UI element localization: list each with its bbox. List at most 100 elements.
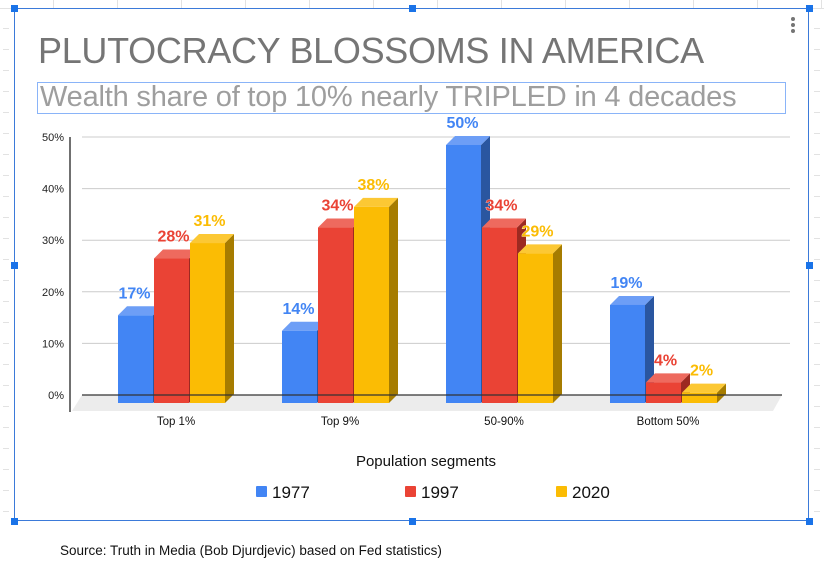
y-tick-label: 50%: [42, 132, 64, 144]
legend-swatch: [556, 486, 567, 497]
spreadsheet-row-divider: [814, 112, 820, 113]
spreadsheet-column-divider: [181, 0, 182, 8]
bar-front: [518, 253, 553, 403]
data-label: 14%: [282, 301, 314, 318]
spreadsheet-row-divider: [814, 175, 820, 176]
spreadsheet-column-divider: [309, 0, 310, 8]
spreadsheet-row-divider: [814, 511, 820, 512]
spreadsheet-row-divider: [3, 427, 9, 428]
bar-side: [389, 197, 398, 403]
x-tick-labels: Top 1% Top 9% 50-90% Bottom 50%: [157, 416, 700, 428]
y-tick-label: 40%: [42, 184, 64, 196]
spreadsheet-row-divider: [814, 28, 820, 29]
spreadsheet-column-divider: [821, 0, 822, 8]
spreadsheet-column-divider: [245, 0, 246, 8]
bar-top: [682, 383, 726, 393]
resize-handle-top-left[interactable]: [11, 5, 18, 12]
data-label: 28%: [157, 229, 189, 246]
spreadsheet-row-divider: [814, 322, 820, 323]
legend-swatch: [256, 486, 267, 497]
bar-side: [225, 234, 234, 403]
spreadsheet-row-divider: [3, 406, 9, 407]
bar-front: [154, 258, 189, 403]
data-label: 34%: [321, 198, 353, 215]
bar-top: [282, 321, 326, 331]
spreadsheet-row-divider: [3, 448, 9, 449]
resize-handle-top-right[interactable]: [806, 5, 813, 12]
spreadsheet-row-divider: [814, 259, 820, 260]
data-label: 17%: [118, 285, 150, 302]
bar-side: [645, 295, 654, 403]
spreadsheet-row-divider: [3, 301, 9, 302]
bar-front: [282, 330, 317, 403]
bar-front: [354, 206, 389, 403]
resize-handle-top-center[interactable]: [409, 5, 416, 12]
data-label: 31%: [193, 213, 225, 230]
spreadsheet-row-divider: [3, 112, 9, 113]
chart-title: PLUTOCRACY BLOSSOMS IN AMERICA: [38, 30, 704, 71]
bar-top: [354, 197, 398, 207]
spreadsheet-row-divider: [3, 70, 9, 71]
bar-front: [446, 145, 481, 403]
legend-swatch: [405, 486, 416, 497]
chart-subtitle: Wealth share of top 10% nearly TRIPLED i…: [40, 81, 737, 113]
y-tick-label: 20%: [42, 287, 64, 299]
bar-2020-top-9-: [354, 197, 398, 403]
spreadsheet-column-divider: [693, 0, 694, 8]
resize-handle-bottom-left[interactable]: [11, 518, 18, 525]
bar-2020-top-1-: [190, 234, 234, 403]
bar-front: [646, 382, 681, 403]
spreadsheet-row-divider: [814, 217, 820, 218]
legend-label: 1977: [272, 483, 310, 502]
legend-label: 1997: [421, 483, 459, 502]
bar-top: [610, 295, 654, 305]
x-tick-label: Bottom 50%: [637, 416, 700, 428]
y-tick-label: 10%: [42, 338, 64, 350]
spreadsheet-row-divider: [3, 259, 9, 260]
bar-1977-bottom-50-: [610, 295, 654, 403]
resize-handle-bottom-center[interactable]: [409, 518, 416, 525]
data-labels: 17%28%31%14%34%38%50%34%29%19%4%2%: [118, 115, 713, 380]
bar-front: [190, 243, 225, 403]
subtitle-selection-box[interactable]: [37, 82, 786, 114]
x-axis-label: Population segments: [356, 453, 496, 470]
bar-2020-bottom-50-: [682, 383, 726, 403]
data-label: 29%: [521, 223, 553, 240]
spreadsheet-row-divider: [814, 343, 820, 344]
resize-handle-middle-right[interactable]: [806, 262, 813, 269]
resize-handle-middle-left[interactable]: [11, 262, 18, 269]
bar-side: [553, 244, 562, 403]
bar-top: [646, 373, 690, 383]
spreadsheet-row-divider: [3, 469, 9, 470]
spreadsheet-row-divider: [814, 469, 820, 470]
bar-top: [118, 306, 162, 316]
spreadsheet-row-divider: [814, 133, 820, 134]
floor-plane: [72, 395, 782, 411]
spreadsheet-column-divider: [53, 0, 54, 8]
spreadsheet-row-divider: [814, 364, 820, 365]
resize-handle-bottom-right[interactable]: [806, 518, 813, 525]
bar-top: [518, 244, 562, 254]
spreadsheet-column-divider: [373, 0, 374, 8]
spreadsheet-row-divider: [3, 196, 9, 197]
bar-1997-top-9-: [318, 218, 362, 403]
bar-front: [610, 304, 645, 403]
spreadsheet-column-divider: [501, 0, 502, 8]
bar-top: [154, 249, 198, 259]
spreadsheet-row-divider: [3, 490, 9, 491]
x-tick-label: Top 1%: [157, 416, 195, 428]
bar-1997-bottom-50-: [646, 373, 690, 403]
data-label: 38%: [357, 177, 389, 194]
spreadsheet-row-divider: [3, 511, 9, 512]
kebab-menu-icon[interactable]: [790, 17, 796, 35]
spreadsheet-row-divider: [814, 91, 820, 92]
spreadsheet-row-divider: [3, 133, 9, 134]
x-tick-label: 50-90%: [484, 416, 524, 428]
spreadsheet-column-divider: [757, 0, 758, 8]
bar-front: [682, 392, 717, 403]
spreadsheet-row-divider: [3, 49, 9, 50]
spreadsheet-row-divider: [3, 217, 9, 218]
data-label: 34%: [485, 198, 517, 215]
bar-2020-50-90-: [518, 244, 562, 403]
